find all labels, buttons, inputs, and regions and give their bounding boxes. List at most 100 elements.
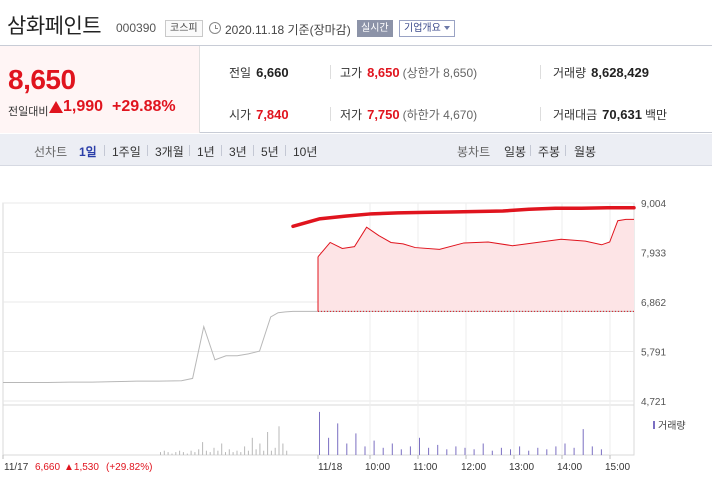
price-area <box>318 219 634 312</box>
volume-bar <box>564 443 566 455</box>
period-3y[interactable]: 3년 <box>229 145 247 159</box>
divider <box>540 107 541 121</box>
y-tick-label: 6,862 <box>641 298 666 309</box>
volume-bar-prev <box>190 450 192 455</box>
x-tick-label: 11:00 <box>413 462 438 473</box>
volume-bar-prev <box>278 426 280 456</box>
candle-monthly[interactable]: 월봉 <box>574 145 597 159</box>
volume-bar-prev <box>286 450 288 455</box>
today-area <box>318 219 634 312</box>
volume-bar <box>537 447 539 455</box>
amount-unit: 백만 <box>644 108 668 122</box>
x-tick-label: 11/18 <box>318 462 343 473</box>
volume-bar-prev <box>236 450 238 455</box>
x-axis: 11/18 10:00 11:00 12:00 13:00 14:00 15:00 <box>2 455 630 473</box>
candle-weekly[interactable]: 주봉 <box>538 145 561 159</box>
volume-bar <box>364 446 366 455</box>
volume-bar <box>573 447 575 455</box>
divider <box>189 145 190 156</box>
volume-bar <box>437 444 439 455</box>
amount-cell: 거래대금 70,631 백만 <box>553 106 667 123</box>
open-cell: 시가 7,840 <box>229 106 289 123</box>
volume-bar-prev <box>186 453 188 455</box>
volume-legend-marker <box>653 421 655 429</box>
change-value: 1,990 <box>63 98 104 115</box>
high-value: 8,650 <box>367 65 400 80</box>
average-line <box>291 206 636 229</box>
divider <box>285 145 286 156</box>
stock-header: 삼화페인트 000390 코스피 2020.11.18 기준(장마감) 실시간 … <box>0 0 712 46</box>
divider <box>253 145 254 156</box>
price-box: 8,650 전일대비 1,990 +29.88% <box>0 46 200 133</box>
high-cell: 고가 8,650 (상한가 8,650) <box>340 64 477 81</box>
volume-bar-prev <box>163 450 165 455</box>
volume-bar-prev <box>251 437 253 456</box>
volume-bar-prev <box>205 450 207 455</box>
divider <box>330 107 331 121</box>
grid-lines <box>2 202 635 456</box>
volume-bar <box>591 446 593 455</box>
volume-bar-prev <box>225 452 226 455</box>
chevron-down-icon <box>443 26 450 31</box>
volume-bar-prev <box>232 452 234 455</box>
volume-bar <box>382 447 384 455</box>
y-tick-label: 5,791 <box>641 348 666 359</box>
volume-bar-prev <box>175 452 177 455</box>
volume-bar-prev <box>228 449 230 456</box>
plot-frame <box>2 202 635 456</box>
prev-close-cell: 전일 6,660 <box>229 64 289 81</box>
period-1w[interactable]: 1주일 <box>112 145 141 159</box>
volume-bar <box>419 437 420 456</box>
volume-bar-prev <box>282 443 284 455</box>
volume-bar-prev <box>179 450 181 455</box>
volume-bar <box>409 446 411 455</box>
open-label: 시가 <box>229 108 252 122</box>
market-badge: 코스피 <box>165 20 203 37</box>
prev-close-label: 전일 <box>229 66 252 80</box>
volume-bar-prev <box>240 452 242 455</box>
volume-bar <box>391 443 393 455</box>
volume-bar <box>400 449 402 456</box>
today-line <box>317 218 634 258</box>
divider <box>330 65 331 79</box>
period-3m[interactable]: 3개월 <box>155 145 184 159</box>
quote-date: 2020.11.18 기준(장마감) <box>225 23 351 37</box>
high-label: 고가 <box>340 66 363 80</box>
volume-bar-prev <box>244 446 246 455</box>
volume-bar <box>346 443 348 455</box>
prev-day-change: ▲1,530 <box>64 462 99 473</box>
prev-day-line <box>3 310 634 384</box>
company-info-dropdown[interactable]: 기업개요 <box>399 20 455 37</box>
period-1y[interactable]: 1년 <box>197 145 215 159</box>
x-tick-label: 14:00 <box>557 462 582 473</box>
low-cell: 저가 7,750 (하한가 4,670) <box>340 106 477 123</box>
x-tick-label: 15:00 <box>605 462 630 473</box>
volume-bar <box>491 450 493 455</box>
prev-day-close: 6,660 <box>35 462 60 473</box>
company-info-label: 기업개요 <box>404 23 441 34</box>
price-chart[interactable]: 9,004 7,933 6,862 5,791 4,721 11/18 10:00 11:0… <box>0 167 712 482</box>
candle-daily[interactable]: 일봉 <box>504 145 527 159</box>
prev-day-rate: (+29.82%) <box>106 462 152 473</box>
volume-bar-prev <box>217 450 219 455</box>
amount-label: 거래대금 <box>553 108 598 122</box>
period-10y[interactable]: 10년 <box>293 145 318 159</box>
amount-value: 70,631 <box>602 107 642 122</box>
volume-bars <box>160 411 602 456</box>
volume-bar <box>328 437 330 456</box>
volume-bar-prev <box>221 443 223 455</box>
x-tick-label: 10:00 <box>365 462 390 473</box>
divider <box>565 145 566 156</box>
volume-bar <box>473 449 475 456</box>
volume-bar <box>555 446 557 455</box>
volume-bar <box>528 450 530 455</box>
stock-code: 000390 <box>116 21 157 35</box>
period-1d[interactable]: 1일 <box>79 145 97 159</box>
realtime-button[interactable]: 실시간 <box>357 20 393 37</box>
period-5y[interactable]: 5년 <box>261 145 279 159</box>
volume-bar-prev <box>274 447 276 455</box>
volume-bar-prev <box>194 452 196 455</box>
change-rate: +29.88% <box>112 98 176 115</box>
low-label: 저가 <box>340 108 363 122</box>
prev-close-value: 6,660 <box>256 65 289 80</box>
